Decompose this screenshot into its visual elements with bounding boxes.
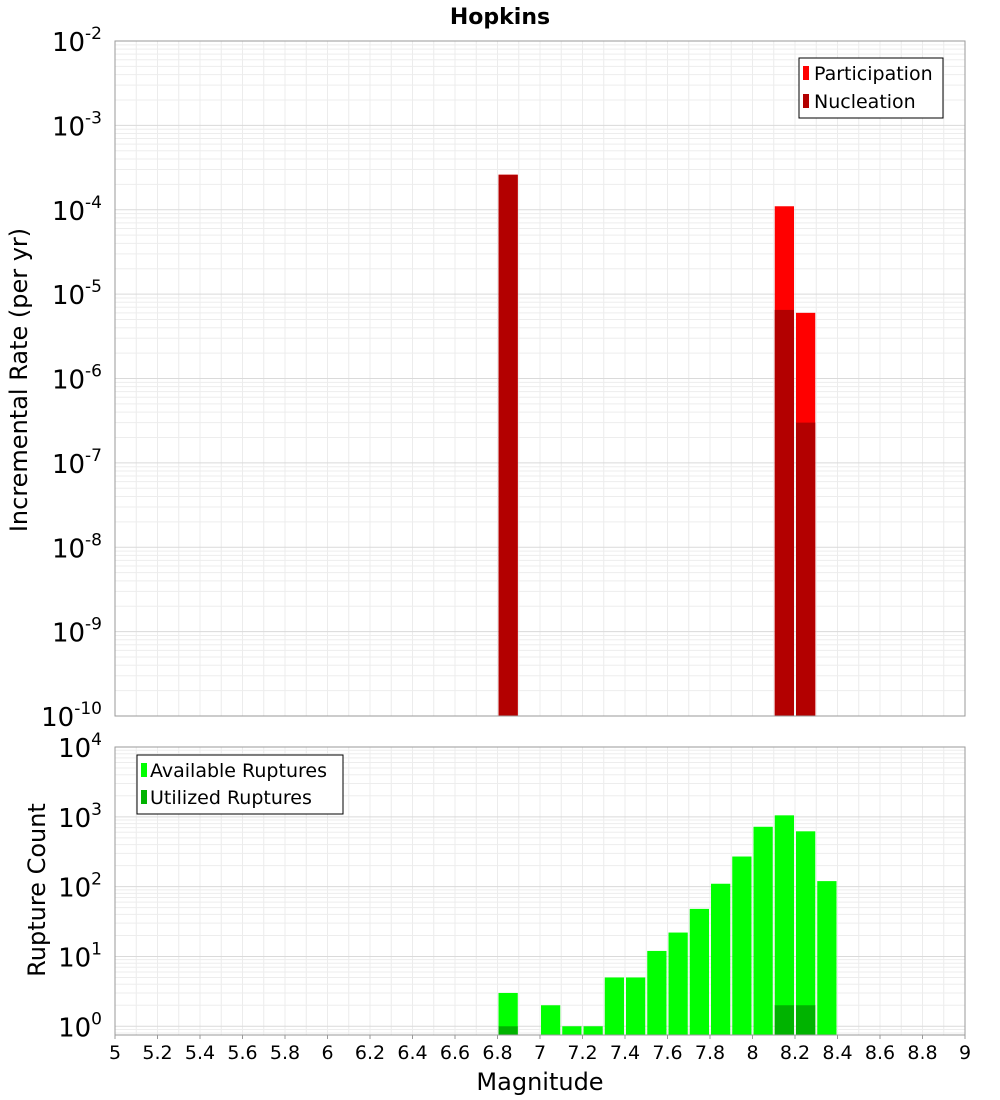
legend-label-nucleation: Nucleation bbox=[814, 91, 916, 113]
x-tick-label: 9 bbox=[959, 1042, 971, 1064]
bottom-bar-available-ruptures bbox=[774, 815, 794, 1035]
x-tick-label: 7.8 bbox=[695, 1042, 725, 1064]
bottom-bar-available-ruptures bbox=[753, 826, 773, 1035]
bottom-bar-available-ruptures bbox=[626, 977, 646, 1035]
legend-swatch-available bbox=[141, 763, 147, 777]
bottom-bar-available-ruptures bbox=[668, 932, 688, 1035]
x-tick-label: 7.6 bbox=[652, 1042, 682, 1064]
legend-swatch-utilized bbox=[141, 790, 147, 804]
bottom-bar-available-ruptures bbox=[604, 977, 624, 1035]
top-bar-nucleation bbox=[498, 174, 518, 716]
x-tick-label: 5.4 bbox=[185, 1042, 215, 1064]
x-axis-label: Magnitude bbox=[476, 1068, 603, 1096]
legend-label-utilized: Utilized Ruptures bbox=[150, 787, 312, 809]
x-tick-label: 7.2 bbox=[567, 1042, 597, 1064]
x-tick-label: 5.6 bbox=[227, 1042, 257, 1064]
top-y-tick-label: 10-5 bbox=[52, 277, 102, 311]
top-plot-area: 10-10 10-9 10-8 10-7 10-6 10-5 10-4 10-3 10-2 bbox=[41, 24, 966, 733]
x-tick-label: 8.4 bbox=[822, 1042, 852, 1064]
bottom-bar-available-ruptures bbox=[711, 883, 731, 1035]
x-tick-label: 7 bbox=[534, 1042, 546, 1064]
bottom-bar-available-ruptures bbox=[796, 831, 816, 1035]
top-y-axis-label: Incremental Rate (per yr) bbox=[5, 228, 33, 532]
x-tick-label: 8.2 bbox=[780, 1042, 810, 1064]
bottom-bar-available-ruptures bbox=[817, 881, 837, 1035]
x-tick-label: 8.6 bbox=[865, 1042, 895, 1064]
bottom-bar-utilized-ruptures bbox=[498, 1026, 518, 1035]
top-y-tick-label: 10-3 bbox=[52, 108, 102, 142]
top-y-tick-label: 10-4 bbox=[52, 193, 102, 227]
bottom-bar-available-ruptures bbox=[541, 1005, 561, 1035]
top-legend-box bbox=[798, 57, 944, 119]
bottom-bar-available-ruptures bbox=[647, 950, 667, 1035]
bottom-legend: Available Ruptures Utilized Ruptures bbox=[136, 754, 344, 815]
bottom-y-tick-label: 102 bbox=[58, 870, 102, 904]
legend-swatch-nucleation bbox=[803, 94, 809, 108]
top-plot-frame bbox=[114, 40, 966, 717]
top-y-tick-label: 10-7 bbox=[52, 446, 102, 480]
x-tick-label: 5 bbox=[109, 1042, 121, 1064]
top-y-tick-label: 10-9 bbox=[52, 615, 102, 649]
x-tick-label: 7.4 bbox=[610, 1042, 640, 1064]
bottom-y-tick-label: 103 bbox=[58, 800, 102, 834]
bottom-bar-available-ruptures bbox=[498, 992, 518, 1035]
chart-title: Hopkins bbox=[450, 5, 550, 30]
top-legend: Participation Nucleation bbox=[798, 57, 944, 119]
x-tick-label: 8.8 bbox=[907, 1042, 937, 1064]
x-tick-label: 6.8 bbox=[482, 1042, 512, 1064]
x-tick-label: 8 bbox=[746, 1042, 758, 1064]
bottom-bar-available-ruptures bbox=[583, 1026, 603, 1035]
bottom-bar-available-ruptures bbox=[689, 908, 709, 1035]
bottom-y-tick-label: 104 bbox=[58, 730, 102, 764]
bottom-bar-utilized-ruptures bbox=[774, 1005, 794, 1035]
top-y-tick-label: 10-6 bbox=[52, 362, 102, 396]
bottom-legend-box bbox=[136, 754, 344, 815]
x-tick-label: 5.8 bbox=[270, 1042, 300, 1064]
top-bar-nucleation bbox=[774, 309, 794, 716]
x-tick-label: 6.2 bbox=[355, 1042, 385, 1064]
bottom-y-tick-label: 100 bbox=[58, 1009, 102, 1043]
bottom-bar-available-ruptures bbox=[562, 1026, 582, 1035]
x-tick-label: 6 bbox=[321, 1042, 333, 1064]
x-tick-label: 6.4 bbox=[397, 1042, 427, 1064]
bottom-bar-available-ruptures bbox=[732, 856, 752, 1035]
legend-label-participation: Participation bbox=[814, 63, 933, 85]
bottom-y-axis-label: Rupture Count bbox=[23, 803, 51, 977]
top-y-tick-label: 10-2 bbox=[52, 24, 102, 58]
top-y-tick-label: 10-10 bbox=[41, 699, 102, 733]
bottom-y-tick-label: 101 bbox=[58, 939, 102, 973]
top-y-tick-label: 10-8 bbox=[52, 530, 102, 564]
legend-label-available: Available Ruptures bbox=[150, 760, 327, 782]
bottom-bar-utilized-ruptures bbox=[796, 1005, 816, 1035]
x-tick-labels: 5 5.2 5.4 5.6 5.8 6 6.2 6.4 6.6 6.8 7 7.2 7.4 7.6 7.8 8… bbox=[109, 1035, 971, 1064]
x-tick-label: 6.6 bbox=[440, 1042, 470, 1064]
legend-swatch-participation bbox=[803, 66, 809, 80]
top-bar-nucleation bbox=[796, 422, 816, 716]
x-tick-label: 5.2 bbox=[142, 1042, 172, 1064]
